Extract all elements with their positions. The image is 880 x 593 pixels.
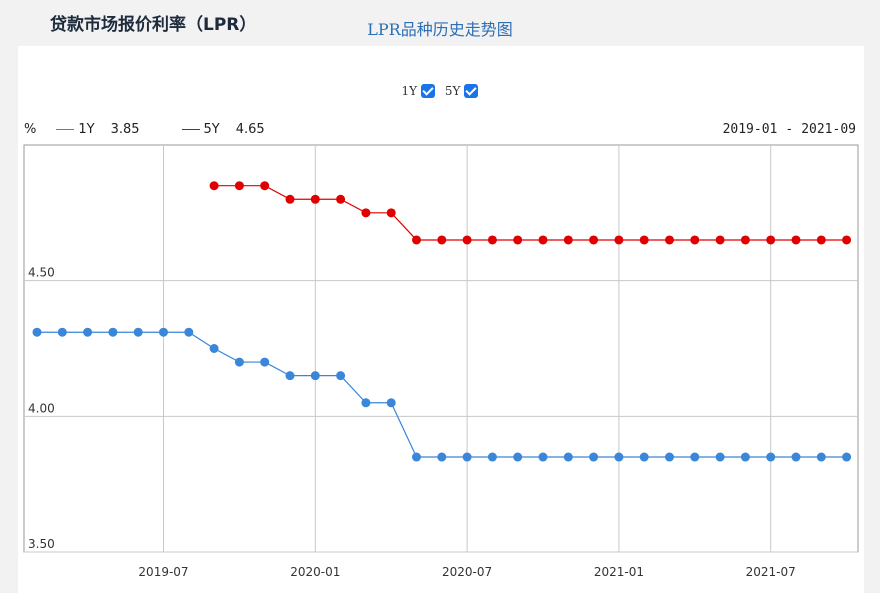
data-point-1y — [740, 452, 750, 462]
data-point-1y — [639, 452, 649, 462]
data-point-5y — [513, 235, 523, 245]
data-point-5y — [386, 208, 396, 218]
plot-frame — [23, 144, 859, 553]
legend: % 1Y 3.85 5Y 4.65 — [24, 122, 265, 137]
data-point-1y — [437, 452, 447, 462]
y-tick-label: 3.50 — [28, 537, 55, 551]
data-point-1y — [715, 452, 725, 462]
data-point-1y — [690, 452, 700, 462]
toggle-5y[interactable]: 5Y — [445, 84, 479, 98]
data-point-1y — [665, 452, 674, 462]
legend-value-1y: 3.85 — [110, 122, 140, 137]
data-point-1y — [791, 452, 801, 462]
toggle-5y-label: 5Y — [444, 84, 461, 98]
data-point-1y — [133, 327, 143, 337]
data-point-1y — [260, 357, 270, 367]
data-point-1y — [589, 452, 599, 462]
data-point-1y — [487, 452, 497, 462]
x-tick-label: 2021-01 — [594, 565, 644, 579]
data-point-1y — [462, 452, 472, 462]
data-point-1y — [83, 327, 93, 337]
data-point-5y — [487, 235, 497, 245]
x-tick-label: 2021-07 — [746, 565, 796, 579]
toggle-1y-checkbox[interactable] — [421, 84, 436, 98]
legend-item-1y: 1Y 3.85 — [56, 122, 140, 137]
data-point-5y — [310, 194, 320, 204]
x-tick-label: 2019-07 — [138, 565, 188, 579]
data-point-1y — [108, 327, 118, 337]
data-point-1y — [285, 371, 295, 381]
date-range: 2019-01-2021-09 — [723, 122, 856, 137]
data-point-5y — [336, 194, 346, 204]
x-tick-label: 2020-01 — [290, 565, 340, 579]
data-point-1y — [361, 398, 371, 408]
data-point-1y — [513, 452, 523, 462]
data-point-5y — [412, 235, 421, 245]
data-point-1y — [842, 452, 852, 462]
data-point-5y — [538, 235, 548, 245]
data-point-1y — [336, 371, 346, 381]
data-point-5y — [791, 235, 801, 245]
legend-name-1y: 1Y — [78, 122, 95, 137]
legend-item-5y: 5Y 4.65 — [181, 122, 265, 137]
data-point-5y — [260, 181, 270, 191]
range-start: 2019-01 — [722, 122, 778, 137]
data-point-5y — [614, 235, 624, 245]
data-point-5y — [563, 235, 573, 245]
data-point-1y — [412, 452, 421, 462]
legend-name-5y: 5Y — [203, 122, 220, 137]
series-toggles: 1Y 5Y — [0, 84, 880, 98]
legend-line-5y — [181, 129, 200, 130]
data-point-5y — [690, 235, 700, 245]
data-point-1y — [766, 452, 776, 462]
data-point-1y — [159, 327, 168, 337]
data-point-1y — [563, 452, 573, 462]
unit-label: % — [24, 122, 37, 137]
toggle-5y-checkbox[interactable] — [464, 84, 479, 98]
legend-line-1y — [56, 129, 75, 130]
data-point-1y — [57, 327, 67, 337]
data-point-1y — [386, 398, 396, 408]
x-tick-label: 2020-07 — [442, 565, 492, 579]
range-separator: - — [785, 122, 794, 137]
data-point-5y — [766, 235, 776, 245]
toggle-1y-label: 1Y — [401, 84, 418, 98]
data-point-1y — [614, 452, 624, 462]
data-point-5y — [285, 194, 295, 204]
page-title: 贷款市场报价利率（LPR） — [50, 15, 257, 35]
y-tick-label: 4.00 — [28, 401, 55, 415]
chart-title: LPR品种历史走势图 — [367, 20, 513, 39]
data-point-5y — [665, 235, 674, 245]
data-point-5y — [234, 181, 244, 191]
toggle-1y[interactable]: 1Y — [402, 84, 436, 98]
data-point-1y — [234, 357, 244, 367]
data-point-1y — [310, 371, 320, 381]
data-point-1y — [209, 344, 219, 353]
data-point-5y — [740, 235, 750, 245]
data-point-5y — [209, 181, 219, 191]
y-tick-label: 4.50 — [28, 266, 55, 280]
data-point-5y — [589, 235, 599, 245]
data-point-5y — [361, 208, 371, 218]
data-point-5y — [816, 235, 826, 245]
data-point-5y — [437, 235, 447, 245]
data-point-5y — [842, 235, 852, 245]
data-point-1y — [32, 327, 42, 337]
data-point-1y — [538, 452, 548, 462]
data-point-5y — [639, 235, 649, 245]
legend-value-5y: 4.65 — [235, 122, 265, 137]
data-point-5y — [462, 235, 472, 245]
range-end: 2021-09 — [801, 122, 856, 137]
data-point-1y — [816, 452, 826, 462]
data-point-1y — [184, 327, 194, 337]
data-point-5y — [715, 235, 725, 245]
